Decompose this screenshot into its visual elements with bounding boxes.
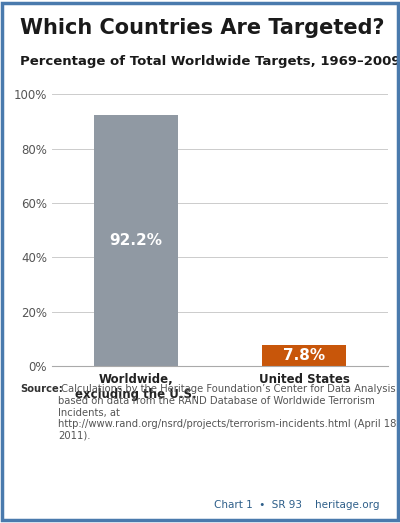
Bar bbox=[262, 345, 346, 366]
Text: Calculations by the Heritage Foundation’s Center for Data Analysis based on data: Calculations by the Heritage Foundation’… bbox=[58, 384, 400, 441]
Bar bbox=[94, 116, 178, 366]
Text: Chart 1  •  SR 93    heritage.org: Chart 1 • SR 93 heritage.org bbox=[214, 500, 380, 510]
Text: Source:: Source: bbox=[20, 384, 63, 394]
Text: Percentage of Total Worldwide Targets, 1969–2009: Percentage of Total Worldwide Targets, 1… bbox=[20, 55, 400, 68]
Text: 92.2%: 92.2% bbox=[110, 233, 162, 248]
Text: Which Countries Are Targeted?: Which Countries Are Targeted? bbox=[20, 18, 384, 38]
Text: 7.8%: 7.8% bbox=[283, 348, 325, 363]
